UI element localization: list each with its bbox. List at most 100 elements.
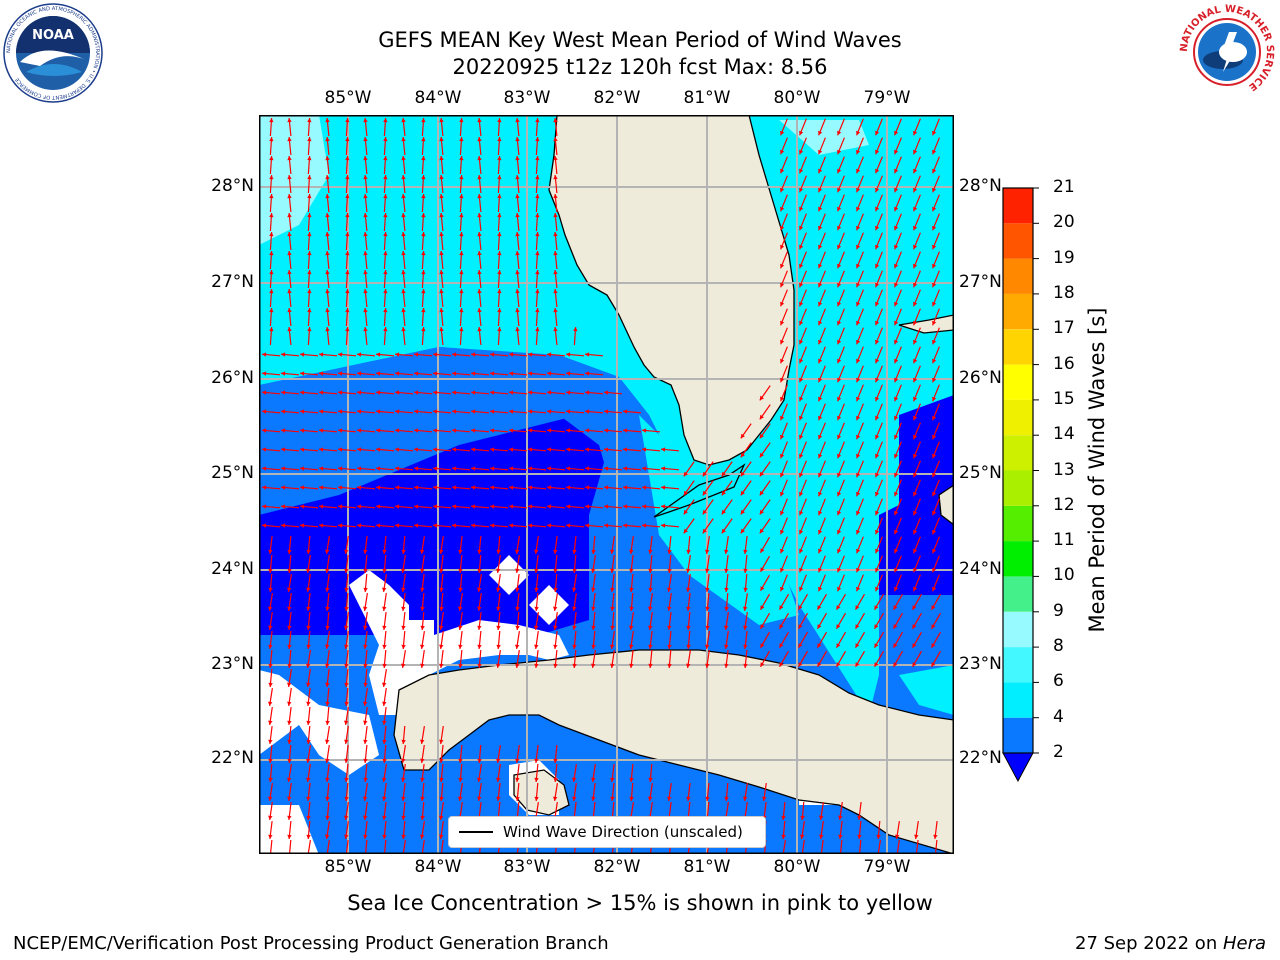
wind-wave-arrowhead (894, 453, 899, 459)
wind-wave-arrowhead (401, 213, 406, 218)
wind-wave-arrowhead (553, 796, 558, 801)
wind-wave-arrowhead (490, 409, 495, 414)
wind-wave-arrowhead (490, 390, 495, 395)
wind-wave-arrowhead (439, 194, 444, 199)
wind-wave-arrowhead (932, 377, 937, 383)
wind-wave-arrowhead (376, 504, 381, 509)
wind-wave-arrowhead (547, 447, 552, 452)
wind-wave-arrowhead (459, 289, 464, 294)
wind-wave-arrowhead (287, 587, 292, 592)
wind-wave-arrowhead (268, 606, 273, 611)
wind-wave-arrowhead (894, 282, 899, 288)
wind-wave-arrowhead (837, 529, 842, 535)
wind-wave-arrowhead (629, 796, 634, 801)
wind-wave-arrowhead (856, 586, 861, 592)
wind-wave-arrow (782, 840, 786, 854)
wind-wave-arrowhead (932, 472, 937, 478)
wind-wave-arrowhead (325, 568, 330, 573)
wind-wave-arrowhead (459, 156, 464, 161)
wind-wave-arrowhead (913, 244, 918, 250)
wind-wave-arrowhead (686, 549, 691, 554)
wind-wave-arrowhead (780, 510, 785, 516)
wind-wave-arrowhead (780, 263, 785, 269)
wind-wave-arrowhead (471, 504, 476, 509)
wind-wave-arrowhead (497, 270, 502, 275)
wind-wave-arrowhead (799, 358, 804, 364)
wind-wave-arrowhead (338, 523, 343, 528)
wind-wave-arrowhead (874, 643, 879, 648)
no-data-area (259, 805, 319, 854)
wind-wave-arrowhead (856, 377, 861, 383)
wind-wave-arrowhead (439, 175, 444, 180)
wind-wave-arrowhead (497, 327, 502, 332)
wind-wave-arrowhead (268, 587, 273, 592)
wind-wave-arrowhead (780, 567, 785, 573)
wind-wave-arrowhead (553, 625, 558, 630)
wind-wave-arrowhead (319, 504, 324, 509)
wind-wave-arrowhead (875, 149, 880, 155)
wind-wave-arrowhead (894, 548, 899, 554)
wind-wave-arrowhead (780, 453, 785, 459)
wind-wave-arrowhead (401, 758, 406, 763)
wind-wave-arrowhead (875, 244, 880, 250)
wind-wave-arrowhead (932, 491, 937, 497)
wind-wave-arrowhead (799, 529, 804, 535)
wind-wave-arrowhead (439, 289, 444, 294)
wind-wave-arrowhead (344, 549, 349, 554)
wind-wave-arrowhead (401, 739, 406, 744)
wind-wave-arrowhead (287, 568, 292, 573)
wind-wave-arrowhead (799, 225, 804, 231)
wind-wave-arrowhead (572, 777, 577, 782)
wind-wave-arrowhead (932, 168, 937, 174)
wind-wave-arrowhead (496, 625, 501, 630)
wind-wave-arrowhead (534, 758, 539, 763)
wind-wave-arrowhead (515, 232, 520, 237)
wind-wave-arrowhead (452, 428, 457, 433)
wind-wave-arrowhead (856, 358, 861, 364)
wind-wave-arrowhead (856, 149, 861, 155)
wind-wave-arrowhead (799, 206, 804, 212)
wind-wave-arrowhead (743, 663, 748, 668)
wind-wave-arrowhead (496, 777, 501, 782)
wind-wave-arrowhead (800, 815, 805, 820)
wind-wave-arrowhead (932, 149, 937, 155)
wind-wave-arrowhead (497, 118, 502, 123)
colorbar-segment (1003, 435, 1033, 471)
wind-wave-arrowhead (420, 587, 425, 592)
wind-wave-arrowhead (325, 308, 330, 313)
wind-wave-arrowhead (623, 523, 628, 528)
wind-wave-arrowhead (414, 409, 419, 414)
wind-wave-arrowhead (515, 777, 520, 782)
wind-wave-arrowhead (553, 118, 558, 123)
wind-wave-arrowhead (856, 339, 861, 345)
wind-wave-arrowhead (875, 130, 880, 136)
wind-wave-arrowhead (894, 320, 899, 326)
wind-wave-arrowhead (856, 206, 861, 212)
wind-wave-arrowhead (338, 504, 343, 509)
wind-wave-arrowhead (262, 447, 267, 452)
wind-wave-arrowhead (686, 568, 691, 573)
sea-ice-caption: Sea Ice Concentration > 15% is shown in … (347, 891, 933, 915)
wind-wave-arrowhead (287, 137, 292, 142)
wind-wave-arrowhead (497, 137, 502, 142)
footer-right: 27 Sep 2022 on Hera (1075, 933, 1266, 954)
wind-wave-arrow (383, 839, 387, 854)
wind-wave-arrowhead (439, 777, 444, 782)
wind-wave-arrowhead (452, 352, 457, 357)
wind-wave-arrowhead (553, 156, 558, 161)
wind-wave-arrowhead (477, 777, 482, 782)
wind-wave-arrowhead (856, 548, 861, 554)
lat-tick-right: 24°N (959, 559, 1002, 579)
wind-wave-arrowhead (287, 720, 292, 725)
wind-wave-arrowhead (471, 352, 476, 357)
wind-wave-arrowhead (383, 156, 388, 161)
wind-wave-arrowhead (875, 320, 880, 326)
wind-wave-arrowhead (837, 187, 842, 193)
lon-tick-bottom: 84°W (414, 857, 462, 877)
wind-wave-arrowhead (344, 834, 349, 839)
wind-wave-arrowhead (818, 586, 823, 592)
wind-wave-arrowhead (363, 663, 368, 668)
wind-wave-arrowhead (740, 528, 745, 534)
wind-wave-arrowhead (262, 504, 267, 509)
wind-wave-arrowhead (433, 352, 438, 357)
